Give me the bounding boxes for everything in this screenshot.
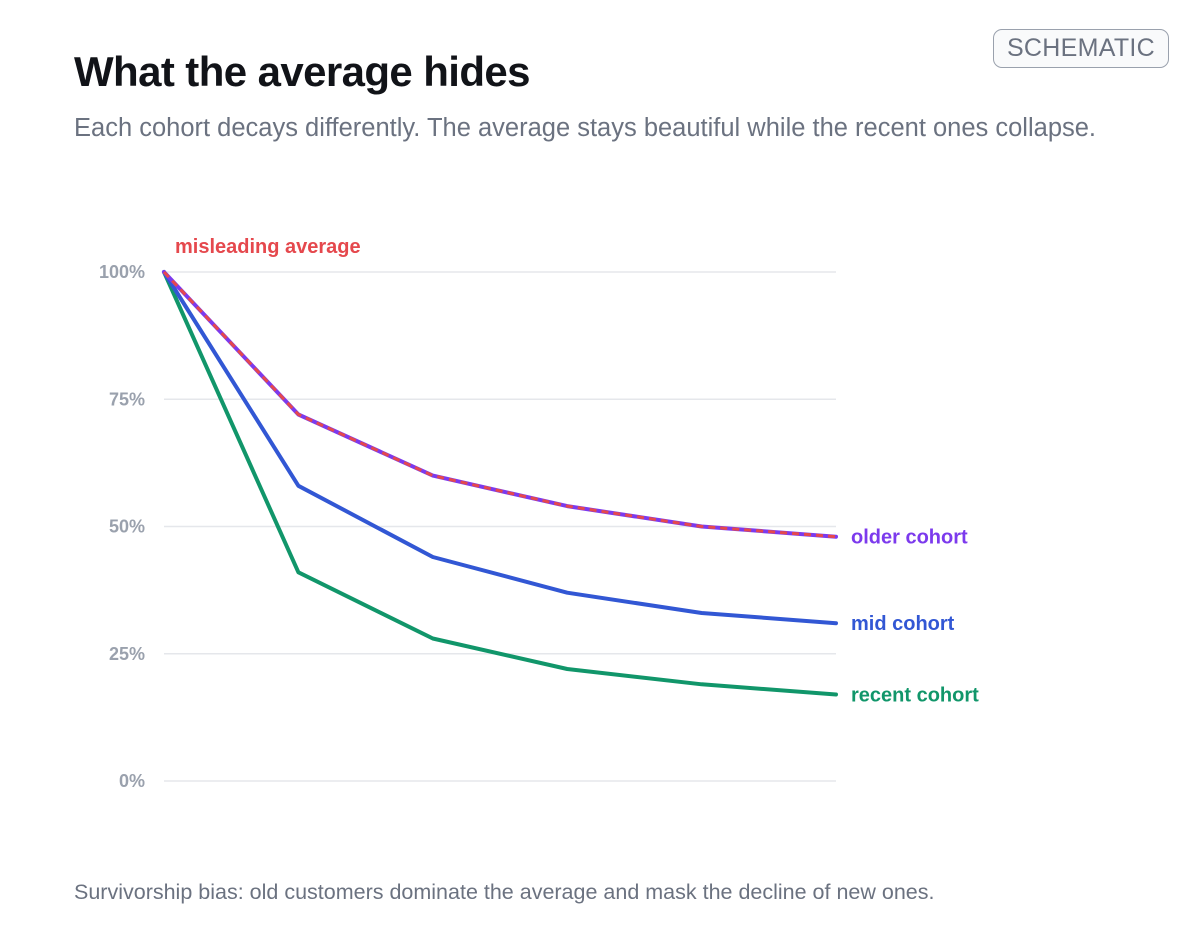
series-label-mid: mid cohort <box>851 613 955 635</box>
chart-grid <box>164 271 836 782</box>
series-line-mid <box>162 270 838 626</box>
page-title: What the average hides <box>74 48 531 95</box>
schematic-badge: SCHEMATIC <box>993 29 1169 68</box>
y-axis-ticks: 0% 25% 50% 75% 100% <box>99 262 145 791</box>
page-subtitle: Each cohort decays differently. The aver… <box>74 114 1097 142</box>
y-tick-label: 75% <box>109 389 145 409</box>
series-labels: older cohort mid cohort recent cohort misle… <box>175 236 979 706</box>
series-line-average <box>162 270 837 539</box>
series-label-recent: recent cohort <box>851 684 979 706</box>
y-tick-label: 25% <box>109 644 145 664</box>
chart-footnote: Survivorship bias: old customers dominat… <box>74 880 935 904</box>
y-tick-label: 100% <box>99 262 145 282</box>
series-lines <box>162 270 838 697</box>
series-line-recent <box>162 270 838 697</box>
y-tick-label: 0% <box>119 771 145 791</box>
y-tick-label: 50% <box>109 517 145 537</box>
series-label-average: misleading average <box>175 236 361 258</box>
series-label-older: older cohort <box>851 527 968 549</box>
